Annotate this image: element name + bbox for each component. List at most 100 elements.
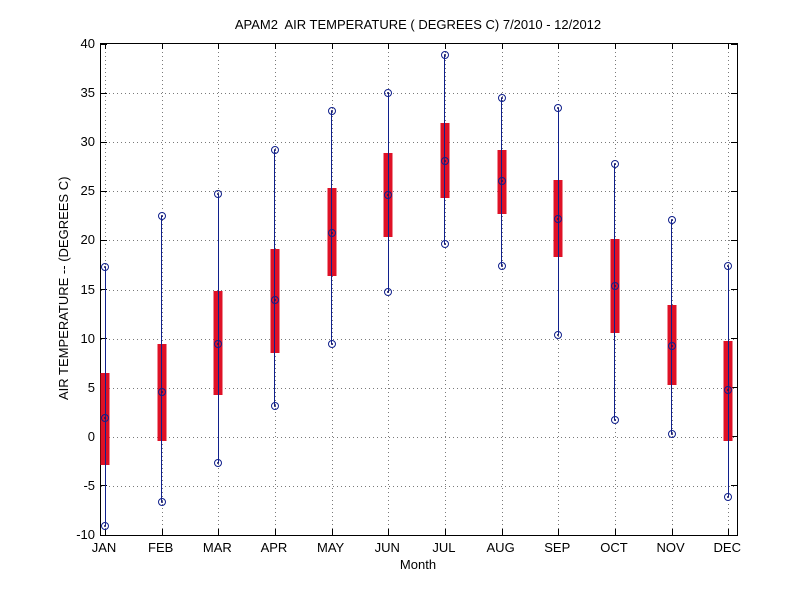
x-tick-mark [728, 44, 730, 49]
min-marker [667, 429, 676, 438]
mean-marker [440, 156, 449, 165]
mean-marker [554, 214, 563, 223]
v-gridline [331, 44, 333, 535]
x-tick-label: JAN [91, 540, 117, 555]
y-tick-mark [731, 534, 737, 536]
max-marker [270, 146, 279, 155]
v-gridline [558, 44, 560, 535]
chart-title: APAM2 AIR TEMPERATURE ( DEGREES C) 7/201… [234, 17, 602, 32]
mean-marker [384, 191, 393, 200]
v-gridline [671, 44, 673, 535]
y-tick-mark [731, 43, 737, 45]
x-tick-mark [388, 529, 390, 535]
max-marker [384, 89, 393, 98]
y-tick-mark [101, 338, 107, 340]
y-tick-label: -10 [76, 527, 95, 542]
x-tick-mark [218, 529, 220, 535]
y-tick-label: 20 [80, 232, 95, 248]
y-tick-mark [731, 289, 737, 290]
max-marker [724, 261, 733, 270]
min-marker [610, 416, 619, 425]
whisker-line [161, 215, 163, 502]
x-tick-label: FEB [148, 540, 174, 555]
y-tick-mark [731, 387, 737, 389]
whisker-line [727, 265, 729, 497]
x-tick-mark [614, 44, 616, 49]
mean-marker [270, 296, 279, 305]
x-tick-mark [161, 44, 163, 49]
mean-marker [667, 342, 676, 351]
h-gridline [101, 338, 737, 340]
mean-marker [101, 414, 109, 423]
x-tick-mark [274, 529, 276, 535]
x-tick-mark [105, 44, 106, 49]
x-tick-mark [218, 44, 220, 49]
min-marker [157, 497, 166, 506]
min-marker [101, 522, 109, 531]
x-tick-label: JUN [374, 540, 400, 555]
whisker-line [104, 266, 106, 527]
y-tick-mark [101, 190, 107, 192]
whisker-line [671, 219, 673, 434]
plot-area [100, 43, 738, 536]
whisker-line [444, 54, 446, 245]
whisker-line [217, 194, 219, 464]
h-gridline [101, 142, 737, 144]
h-gridline [101, 93, 737, 95]
min-marker [327, 340, 336, 349]
y-tick-mark [731, 141, 737, 143]
mean-marker [157, 387, 166, 396]
y-tick-mark [101, 534, 107, 536]
max-marker [440, 50, 449, 59]
min-marker [724, 492, 733, 501]
h-gridline [101, 191, 737, 193]
x-tick-label: NOV [656, 540, 685, 555]
y-tick-label: 15 [80, 281, 95, 297]
x-tick-mark [388, 44, 390, 49]
h-gridline [101, 387, 737, 389]
x-tick-mark [558, 44, 560, 49]
y-tick-mark [101, 289, 107, 290]
x-tick-label: DEC [713, 540, 741, 555]
x-tick-mark [274, 44, 276, 49]
x-tick-mark [501, 44, 503, 49]
y-tick-mark [731, 239, 737, 241]
min-marker [384, 288, 393, 297]
y-tick-label: 25 [80, 183, 95, 199]
mean-marker [610, 281, 619, 290]
mean-marker [497, 177, 506, 186]
x-tick-mark [105, 529, 106, 535]
whisker-line [614, 163, 616, 421]
x-tick-mark [331, 529, 333, 535]
y-tick-mark [731, 436, 737, 438]
x-tick-mark [161, 529, 163, 535]
max-marker [667, 215, 676, 224]
max-marker [554, 103, 563, 112]
y-tick-mark [731, 338, 737, 340]
v-gridline [218, 44, 220, 535]
h-gridline [101, 485, 737, 487]
x-tick-label: AUG [486, 540, 515, 555]
max-marker [610, 159, 619, 168]
x-tick-mark [614, 529, 616, 535]
x-tick-label: JUL [432, 540, 456, 555]
x-axis-label: Month [399, 557, 437, 572]
max-marker [101, 262, 109, 271]
y-tick-mark [731, 485, 737, 487]
mean-marker [327, 228, 336, 237]
y-tick-label: 5 [87, 379, 95, 395]
y-tick-mark [101, 239, 107, 241]
whisker-line [331, 110, 333, 345]
x-tick-label: SEP [544, 540, 571, 555]
x-tick-mark [671, 529, 673, 535]
v-gridline [728, 44, 730, 535]
y-tick-mark [731, 92, 737, 94]
whisker-line [274, 150, 276, 407]
mean-marker [214, 339, 223, 348]
x-tick-mark [558, 529, 560, 535]
y-tick-mark [101, 141, 107, 143]
mean-marker [724, 385, 733, 394]
x-tick-label: OCT [600, 540, 628, 555]
x-tick-mark [671, 44, 673, 49]
